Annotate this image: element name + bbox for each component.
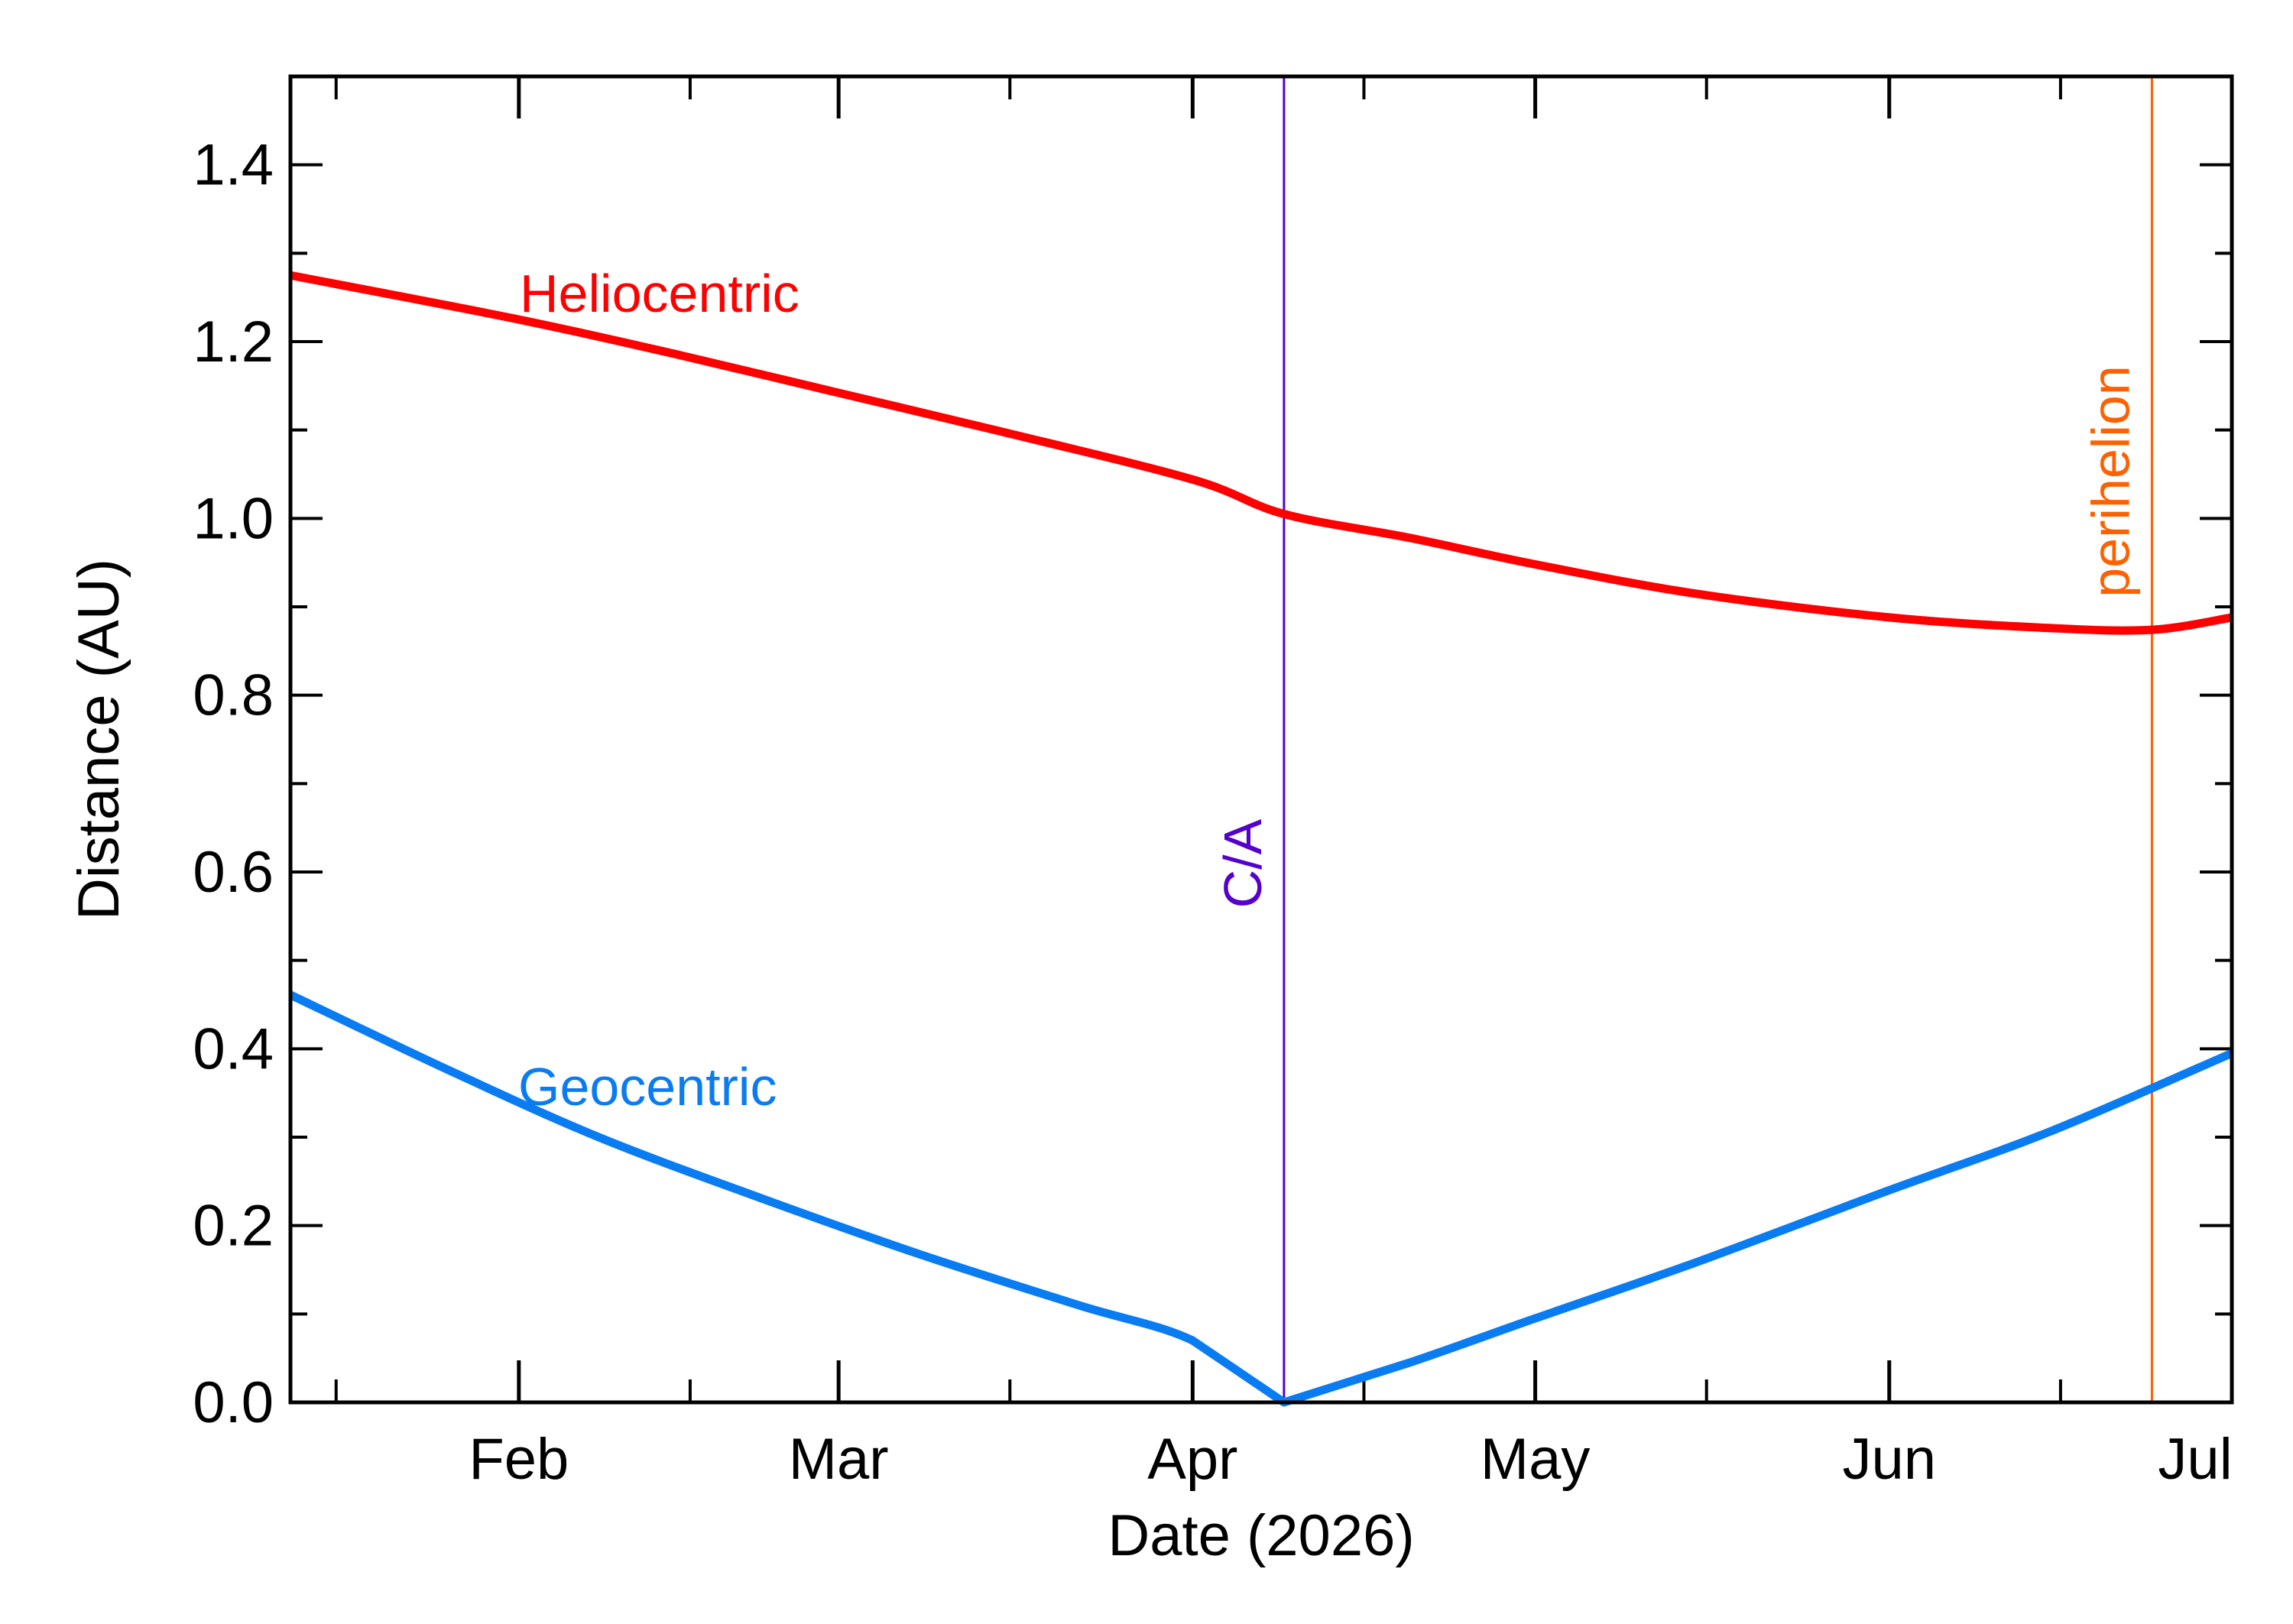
- x-tick-label: Jun: [1842, 1427, 1936, 1492]
- geocentric-line: [288, 990, 2234, 1407]
- y-tick-label: 1.4: [193, 133, 274, 198]
- x-tick-label: Feb: [469, 1427, 569, 1492]
- series-labels: Heliocentric Geocentric: [518, 264, 799, 1117]
- y-tick-label: 0.8: [193, 663, 274, 728]
- vertical-markers: C/A perihelion: [1213, 76, 2153, 1402]
- y-axis-label: Distance (AU): [66, 559, 131, 920]
- tick-labels: 0.0 0.2 0.4 0.6 0.8 1.0 1.2 1.4 Feb Mar Apr May Jun J…: [193, 133, 2232, 1492]
- x-tick-label: Jul: [2158, 1427, 2232, 1492]
- axis-ticks: [290, 75, 2234, 1404]
- marker-label: perihelion: [2081, 365, 2140, 598]
- x-axis-label: Date (2026): [1108, 1503, 1414, 1568]
- heliocentric-label: Heliocentric: [520, 264, 799, 323]
- plot-frame: [288, 74, 2234, 1405]
- y-tick-label: 0.6: [193, 840, 274, 905]
- y-tick-label: 1.0: [193, 486, 274, 551]
- series-lines: [288, 271, 2234, 1407]
- heliocentric-line: [289, 271, 2233, 635]
- x-tick-label: Mar: [789, 1427, 889, 1492]
- x-tick-label: Apr: [1147, 1427, 1237, 1492]
- x-tick-label: May: [1481, 1427, 1591, 1492]
- y-tick-label: 0.0: [193, 1370, 274, 1435]
- marker-label: C/A: [1213, 818, 1273, 908]
- y-tick-label: 0.4: [193, 1016, 274, 1081]
- geocentric-label: Geocentric: [518, 1057, 777, 1117]
- y-tick-label: 1.2: [193, 310, 274, 374]
- y-tick-label: 0.2: [193, 1194, 274, 1259]
